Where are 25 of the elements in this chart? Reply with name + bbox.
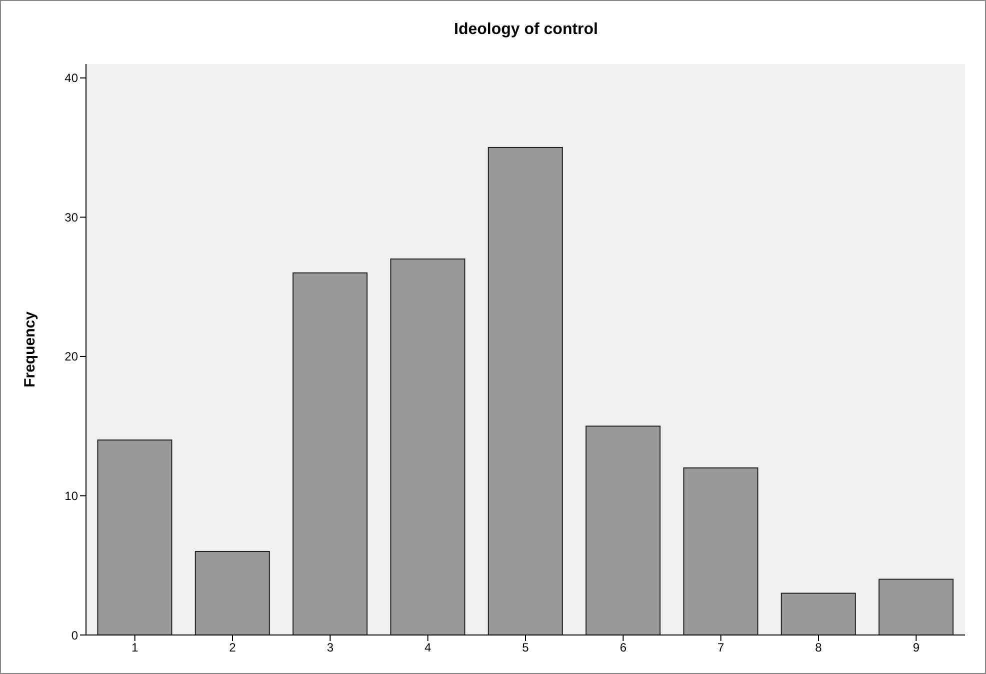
y-tick-label: 40 <box>64 71 78 86</box>
bar <box>780 592 856 635</box>
bar <box>390 258 466 635</box>
x-tick-label: 6 <box>620 640 627 655</box>
x-tick-label: 2 <box>229 640 236 655</box>
bar <box>97 440 172 635</box>
x-tick-label: 8 <box>815 640 822 655</box>
bar <box>292 272 368 635</box>
x-tick-label: 4 <box>424 640 432 655</box>
x-tick-label: 5 <box>522 640 530 655</box>
bar <box>488 147 563 635</box>
chart-title: Ideology of control <box>453 21 599 39</box>
bar <box>683 467 758 635</box>
x-tick-label: 7 <box>717 640 724 655</box>
y-tick-label: 30 <box>64 210 78 224</box>
y-tick-label: 20 <box>64 350 78 364</box>
bar <box>878 578 954 635</box>
bar <box>586 426 661 635</box>
x-tick-label: 1 <box>131 640 138 655</box>
y-tick-label: 10 <box>64 488 78 503</box>
y-tick-label: 0 <box>71 628 78 642</box>
x-tick-label: 3 <box>326 640 334 655</box>
y-axis-title: Frequency <box>21 310 38 388</box>
x-tick-label: 9 <box>912 640 920 655</box>
bar <box>194 550 270 635</box>
